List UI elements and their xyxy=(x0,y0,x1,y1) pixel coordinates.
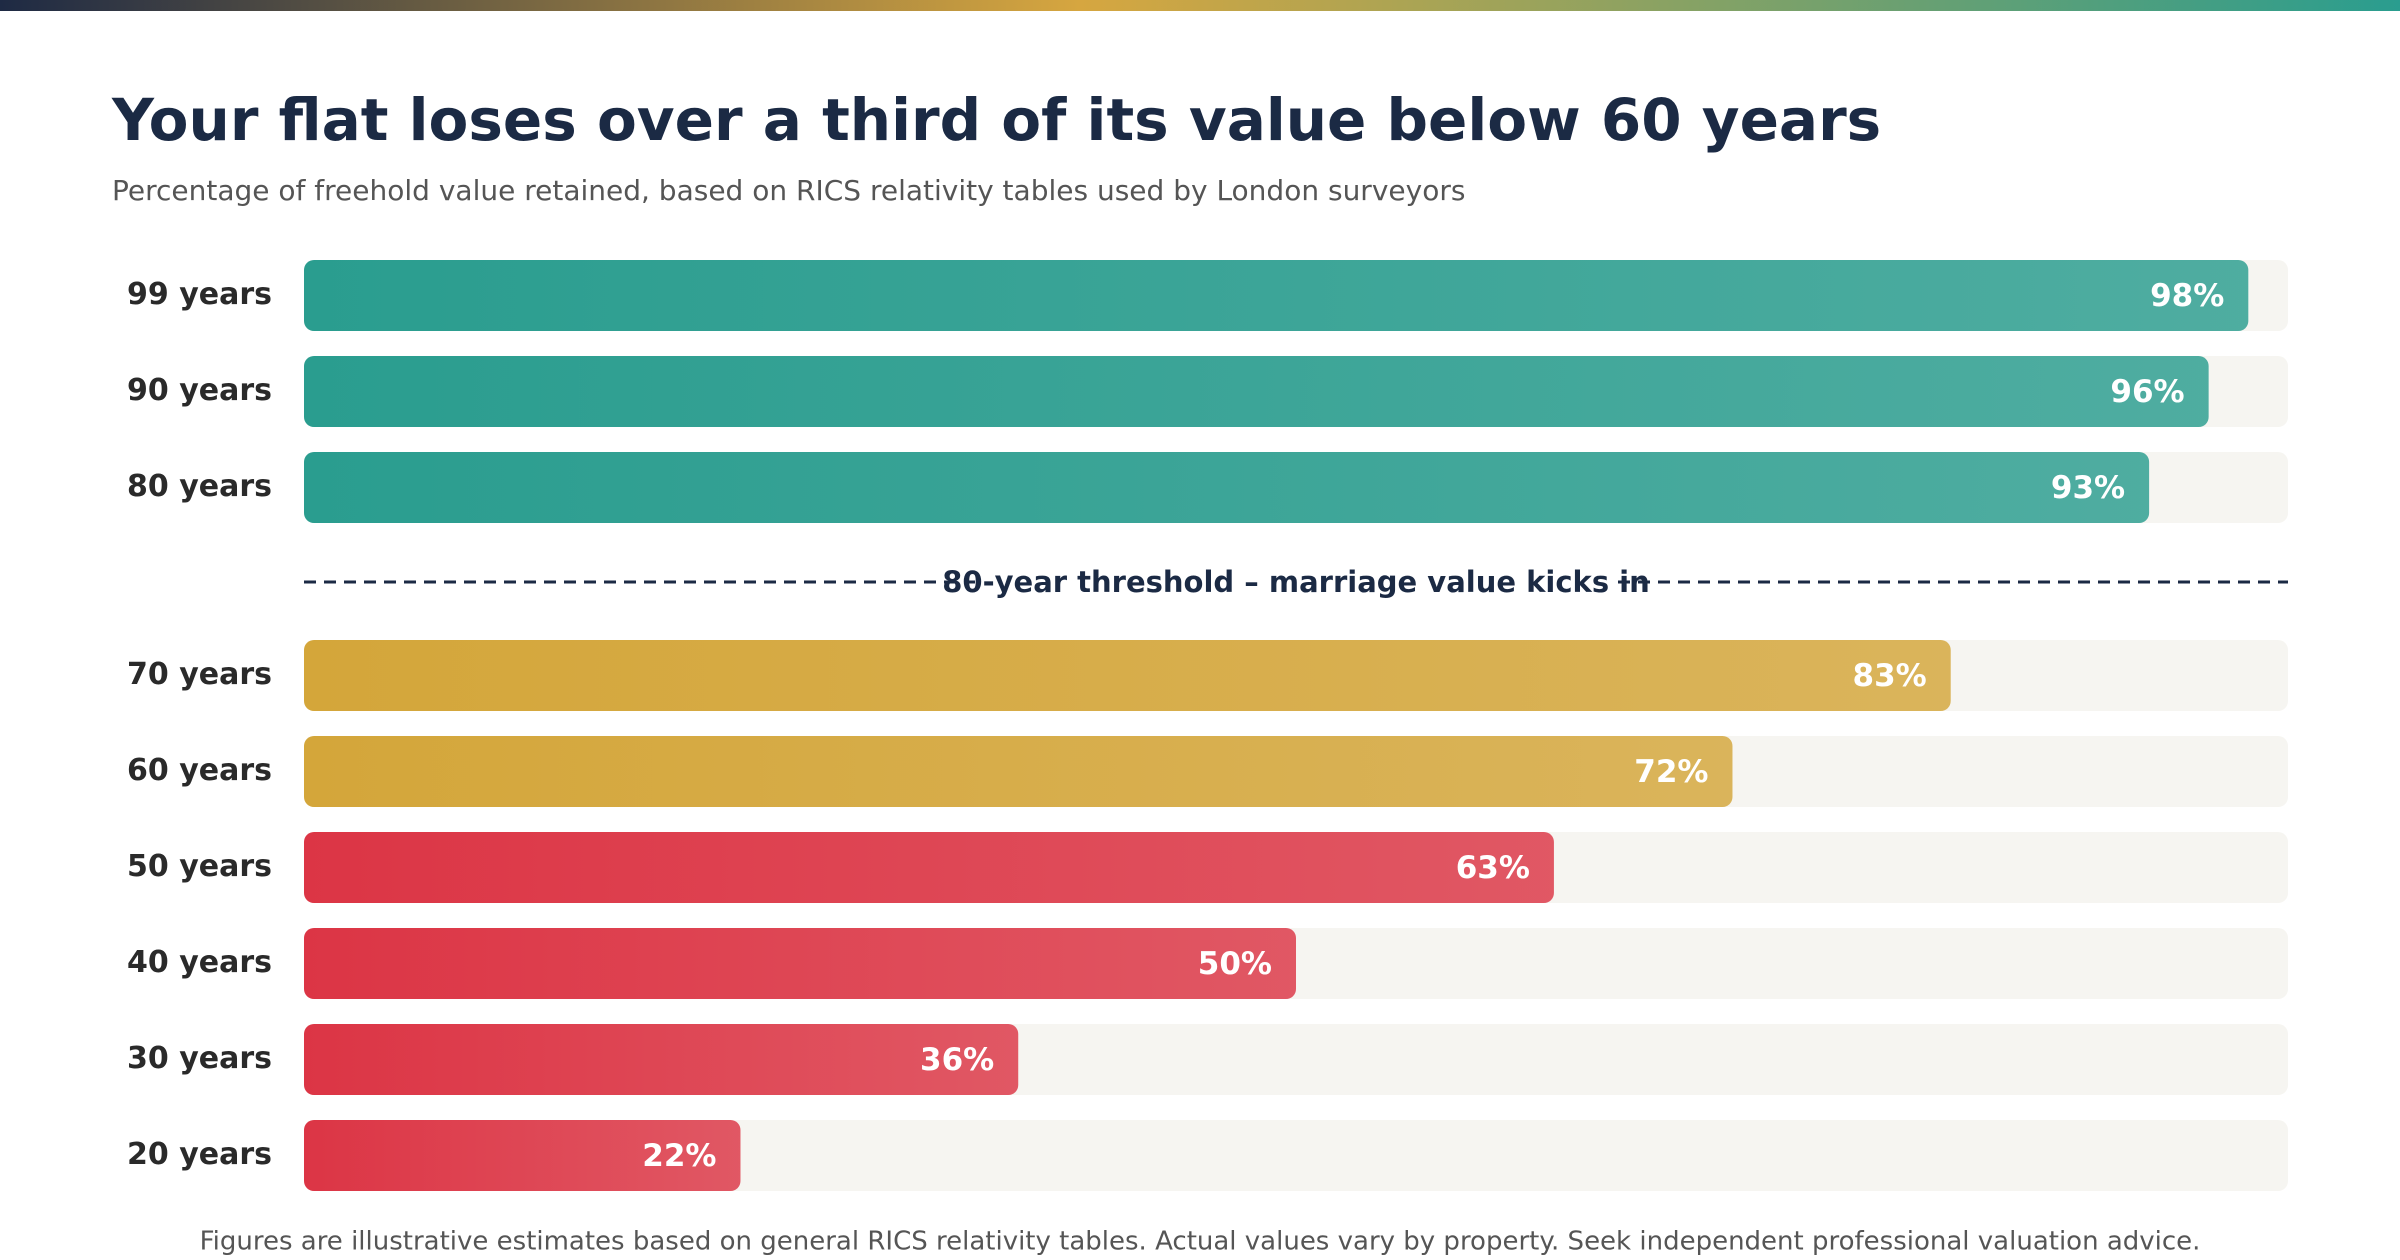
value-label: 72% xyxy=(1634,754,1708,790)
bar xyxy=(304,452,2150,523)
value-label: 50% xyxy=(1198,946,1272,982)
category-label: 70 years xyxy=(127,657,272,692)
bar xyxy=(304,356,2209,427)
bar xyxy=(304,260,2249,331)
bar xyxy=(304,736,1733,807)
footnote: Figures are illustrative estimates based… xyxy=(200,1227,2201,1257)
category-label: 60 years xyxy=(127,753,272,788)
category-label: 20 years xyxy=(127,1137,272,1172)
bar xyxy=(304,832,1554,903)
category-label: 80 years xyxy=(127,469,272,504)
value-label: 36% xyxy=(920,1042,994,1078)
category-label: 50 years xyxy=(127,849,272,884)
bar xyxy=(304,1024,1019,1095)
chart-subtitle: Percentage of freehold value retained, b… xyxy=(112,174,1465,207)
value-label: 96% xyxy=(2110,374,2184,410)
bar xyxy=(304,1120,741,1191)
value-label: 98% xyxy=(2150,278,2224,314)
threshold-label: 80-year threshold – marriage value kicks… xyxy=(942,565,1650,599)
category-label: 40 years xyxy=(127,945,272,980)
category-label: 99 years xyxy=(127,277,272,312)
bar-track xyxy=(304,1120,2288,1191)
category-label: 90 years xyxy=(127,373,272,408)
top-strip xyxy=(0,0,2400,11)
bar xyxy=(304,928,1296,999)
value-label: 93% xyxy=(2051,470,2125,506)
category-label: 30 years xyxy=(127,1041,272,1076)
value-label: 63% xyxy=(1456,850,1530,886)
chart-title: Your flat loses over a third of its valu… xyxy=(111,86,1881,154)
bar xyxy=(304,640,1951,711)
value-label: 83% xyxy=(1853,658,1927,694)
value-label: 22% xyxy=(642,1138,716,1174)
